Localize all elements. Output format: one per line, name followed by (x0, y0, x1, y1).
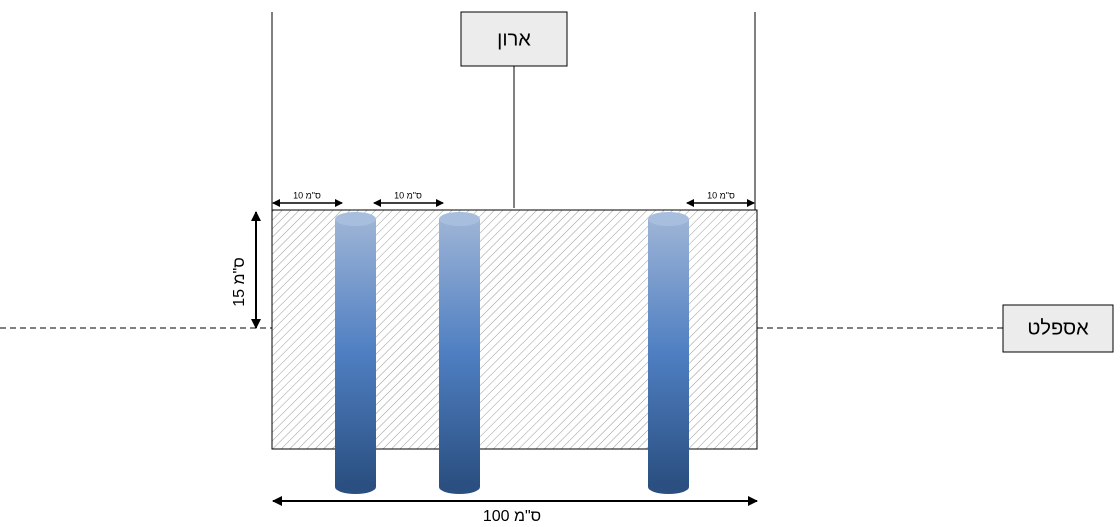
dimension-label: 10 ס"מ (394, 190, 422, 200)
pile-top (335, 212, 376, 226)
pile-top (439, 212, 480, 226)
top-dimensions: 10 ס"מ 10 ס"מ 10 ס"מ (272, 190, 755, 207)
pile-body (648, 219, 689, 487)
dimension-label: 10 ס"מ (707, 190, 735, 200)
asphalt-callout: אספלט (1002, 304, 1114, 353)
asphalt-label: אספלט (1027, 317, 1089, 339)
cabinet-callout: ארון (460, 11, 568, 208)
pile-bottom (439, 480, 480, 494)
dimension-label: 15 ס"מ (231, 257, 248, 306)
height-dimension: 15 ס"מ (231, 211, 261, 329)
pile (335, 212, 376, 494)
dimension-label: 100 ס"מ (483, 508, 541, 525)
pile-body (335, 219, 376, 487)
pile-bottom (648, 480, 689, 494)
pile-top (648, 212, 689, 226)
pile (439, 212, 480, 494)
piles (335, 212, 689, 494)
pile (648, 212, 689, 494)
pile-body (439, 219, 480, 487)
dimension-label: 10 ס"מ (293, 190, 321, 200)
callout-box (1002, 304, 1114, 353)
pile-bottom (335, 480, 376, 494)
width-dimension: 100 ס"מ (272, 496, 758, 525)
cabinet-label: ארון (497, 28, 531, 50)
callout-box (460, 11, 568, 67)
